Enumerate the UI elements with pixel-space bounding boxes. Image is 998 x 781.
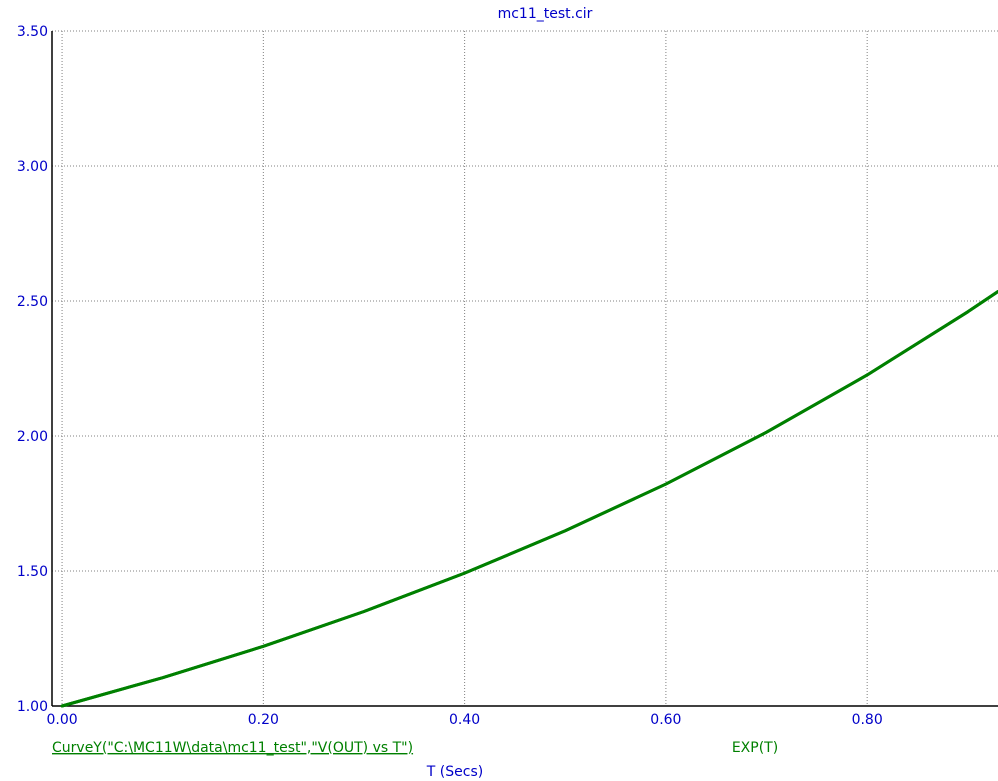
x-tick-label: 0.60 xyxy=(650,712,681,728)
x-axis-label: T (Secs) xyxy=(426,764,483,780)
legend-entry-curvey: CurveY("C:\MC11W\data\mc11_test","V(OUT)… xyxy=(52,740,413,756)
y-tick-label: 2.50 xyxy=(17,294,48,310)
x-tick-label: 0.40 xyxy=(449,712,480,728)
x-tick-label: 0.00 xyxy=(46,712,77,728)
y-tick-label: 1.50 xyxy=(17,564,48,580)
series-line-1 xyxy=(60,290,998,708)
x-tick-label: 0.20 xyxy=(248,712,279,728)
series xyxy=(60,290,998,708)
axes xyxy=(51,31,998,707)
legend-entry-exp: EXP(T) xyxy=(732,740,778,756)
y-tick-label: 3.00 xyxy=(17,159,48,175)
series-line-0 xyxy=(60,290,998,708)
x-tick-label: 0.80 xyxy=(852,712,883,728)
y-tick-label: 2.00 xyxy=(17,429,48,445)
y-tick-labels: 1.00 1.50 2.00 2.50 3.00 3.50 xyxy=(17,24,48,715)
chart-title: mc11_test.cir xyxy=(498,6,593,22)
grid xyxy=(52,30,998,706)
x-tick-labels: 0.00 0.20 0.40 0.60 0.80 xyxy=(46,712,882,728)
y-tick-label: 1.00 xyxy=(17,699,48,715)
y-tick-label: 3.50 xyxy=(17,24,48,40)
